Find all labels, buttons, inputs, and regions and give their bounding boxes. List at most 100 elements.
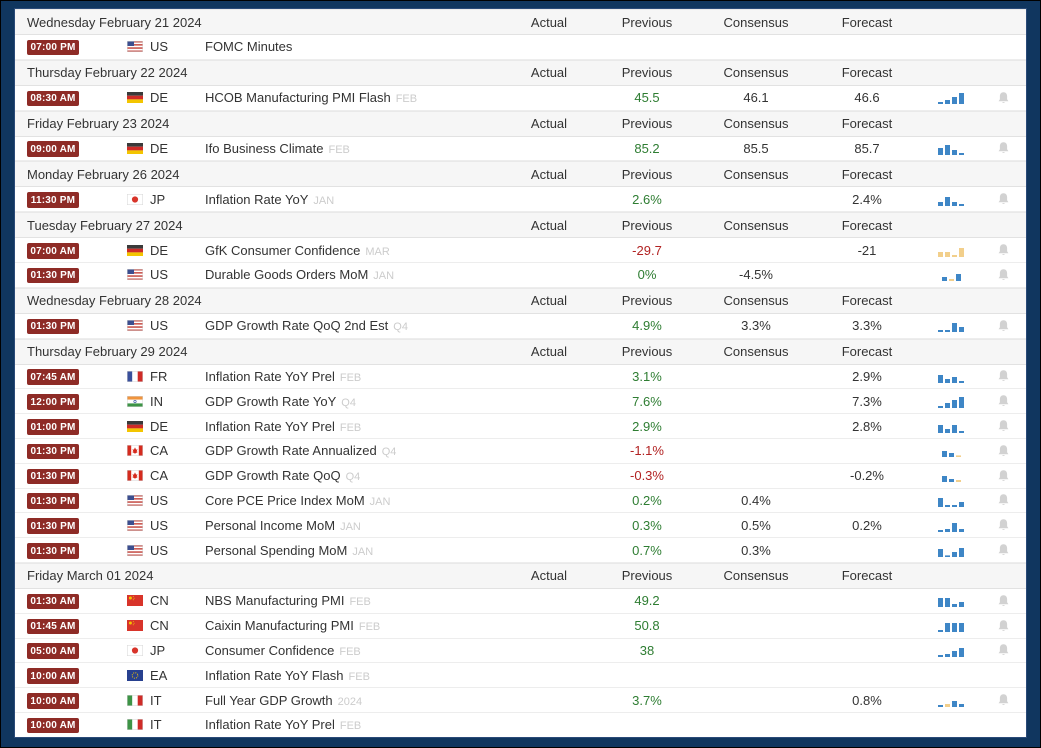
event-name[interactable]: Inflation Rate YoY Prel <box>205 717 335 733</box>
bell-icon[interactable] <box>997 268 1010 282</box>
event-name[interactable]: Personal Spending MoM <box>205 542 348 558</box>
event-row[interactable]: 01:00 PM DE Inflation Rate YoY Prel FEB 2… <box>15 414 1026 439</box>
country-cell[interactable]: IT <box>127 693 203 708</box>
mini-bar-chart-icon[interactable] <box>938 370 964 383</box>
event-row[interactable]: 05:00 AM JP Consumer Confidence FEB 38 <box>15 638 1026 664</box>
bell-icon[interactable] <box>997 141 1010 155</box>
mini-bar-chart-icon[interactable] <box>938 319 964 333</box>
event-row[interactable]: 09:00 AM DE Ifo Business Climate FEB 85.2… <box>15 136 1026 162</box>
event-row[interactable]: 11:30 PM JP Inflation Rate YoY JAN 2.6% 2… <box>15 187 1026 213</box>
country-cell[interactable]: DE <box>127 141 203 156</box>
bell-icon[interactable] <box>997 469 1010 483</box>
bell-icon[interactable] <box>997 518 1010 532</box>
country-cell[interactable]: CA <box>127 468 203 483</box>
event-name[interactable]: HCOB Manufacturing PMI Flash <box>205 90 391 106</box>
event-name[interactable]: GDP Growth Rate Annualized <box>205 443 377 459</box>
event-row[interactable]: 07:45 AM FR Inflation Rate YoY Prel FEB 3… <box>15 364 1026 390</box>
event-name[interactable]: Durable Goods Orders MoM <box>205 267 369 283</box>
event-name[interactable]: Personal Income MoM <box>205 517 336 533</box>
country-cell[interactable]: US <box>127 543 203 558</box>
mini-bar-chart-icon[interactable] <box>938 644 964 657</box>
event-row[interactable]: 01:30 PM US Personal Income MoM JAN 0.3% … <box>15 513 1026 539</box>
mini-bar-chart-icon[interactable] <box>938 193 964 206</box>
mini-bar-chart-icon[interactable] <box>941 469 961 483</box>
mini-bar-chart-icon[interactable] <box>938 91 964 105</box>
time-badge: 01:00 PM <box>27 419 79 435</box>
event-name[interactable]: Full Year GDP Growth <box>205 692 333 708</box>
event-row[interactable]: 01:30 AM CN NBS Manufacturing PMI FEB 49.… <box>15 588 1026 614</box>
country-cell[interactable]: US <box>127 518 203 533</box>
bell-icon[interactable] <box>997 594 1010 608</box>
event-row[interactable]: 10:00 AM IT Full Year GDP Growth 2024 3.7… <box>15 688 1026 713</box>
event-name[interactable]: GfK Consumer Confidence <box>205 242 361 258</box>
bell-icon[interactable] <box>997 319 1010 333</box>
event-name[interactable]: GDP Growth Rate QoQ <box>205 468 341 484</box>
country-cell[interactable]: US <box>127 267 203 282</box>
event-name[interactable]: Inflation Rate YoY Flash <box>205 667 344 683</box>
event-row[interactable]: 01:30 PM CA GDP Growth Rate QoQ Q4 -0.3% … <box>15 463 1026 489</box>
event-name[interactable]: Consumer Confidence <box>205 642 335 658</box>
mini-bar-chart-icon[interactable] <box>938 142 964 155</box>
country-cell[interactable]: EA <box>127 668 203 683</box>
event-row[interactable]: 08:30 AM DE HCOB Manufacturing PMI Flash… <box>15 85 1026 111</box>
event-row[interactable]: 12:00 PM IN GDP Growth Rate YoY Q4 7.6% 7… <box>15 389 1026 415</box>
country-cell[interactable]: DE <box>127 419 203 434</box>
event-row[interactable]: 07:00 AM DE GfK Consumer Confidence MAR -… <box>15 238 1026 263</box>
country-cell[interactable]: JP <box>127 192 203 207</box>
bell-icon[interactable] <box>997 243 1010 257</box>
mini-bar-chart-icon[interactable] <box>941 444 961 458</box>
event-row[interactable]: 10:00 AM EA Inflation Rate YoY Flash FEB <box>15 663 1026 689</box>
event-row[interactable]: 01:30 PM US Personal Spending MoM JAN 0.7… <box>15 538 1026 563</box>
country-cell[interactable]: CA <box>127 443 203 458</box>
bell-icon[interactable] <box>997 643 1010 657</box>
mini-bar-chart-icon[interactable] <box>938 494 964 507</box>
mini-bar-chart-icon[interactable] <box>938 694 964 707</box>
bell-icon[interactable] <box>997 543 1010 557</box>
mini-bar-chart-icon[interactable] <box>938 395 964 408</box>
event-name[interactable]: Inflation Rate YoY Prel <box>205 418 335 434</box>
event-row[interactable]: 01:30 PM US Durable Goods Orders MoM JAN … <box>15 262 1026 288</box>
country-cell[interactable]: US <box>127 493 203 508</box>
mini-bar-chart-icon[interactable] <box>938 420 964 433</box>
bell-icon[interactable] <box>997 619 1010 633</box>
bell-icon[interactable] <box>997 369 1010 383</box>
mini-bar-chart-icon[interactable] <box>938 619 964 633</box>
country-cell[interactable]: JP <box>127 643 203 658</box>
bell-icon[interactable] <box>997 91 1010 105</box>
country-cell[interactable]: IN <box>127 394 203 409</box>
event-name[interactable]: GDP Growth Rate QoQ 2nd Est <box>205 318 389 334</box>
country-cell[interactable]: CN <box>127 618 203 633</box>
mini-bar-chart-icon[interactable] <box>938 594 964 608</box>
event-row[interactable]: 01:45 AM CN Caixin Manufacturing PMI FEB … <box>15 613 1026 639</box>
country-cell[interactable]: FR <box>127 369 203 384</box>
event-row[interactable]: 01:30 PM CA GDP Growth Rate Annualized Q4… <box>15 438 1026 464</box>
event-name[interactable]: Inflation Rate YoY Prel <box>205 368 335 384</box>
event-row[interactable]: 01:30 PM US GDP Growth Rate QoQ 2nd Est Q… <box>15 313 1026 339</box>
mini-bar-chart-icon[interactable] <box>941 268 961 282</box>
country-cell[interactable]: IT <box>127 717 203 732</box>
country-cell[interactable]: US <box>127 318 203 333</box>
mini-bar-chart-icon[interactable] <box>938 244 964 257</box>
event-name[interactable]: FOMC Minutes <box>205 39 293 55</box>
country-cell[interactable]: CN <box>127 593 203 608</box>
country-cell[interactable]: DE <box>127 243 203 258</box>
event-name[interactable]: NBS Manufacturing PMI <box>205 593 345 609</box>
mini-bar-chart-icon[interactable] <box>938 519 964 532</box>
event-name[interactable]: Inflation Rate YoY <box>205 191 309 207</box>
country-cell[interactable]: DE <box>127 90 203 105</box>
event-row[interactable]: 01:30 PM US Core PCE Price Index MoM JAN … <box>15 488 1026 514</box>
bell-icon[interactable] <box>997 444 1010 458</box>
event-name[interactable]: Caixin Manufacturing PMI <box>205 618 354 634</box>
bell-icon[interactable] <box>997 693 1010 707</box>
event-name[interactable]: Core PCE Price Index MoM <box>205 492 365 508</box>
event-name[interactable]: Ifo Business Climate <box>205 140 324 156</box>
bell-icon[interactable] <box>997 419 1010 433</box>
bell-icon[interactable] <box>997 394 1010 408</box>
event-name[interactable]: GDP Growth Rate YoY <box>205 393 337 409</box>
country-cell[interactable]: US <box>127 39 203 54</box>
bell-icon[interactable] <box>997 493 1010 507</box>
event-row[interactable]: 10:00 AM IT Inflation Rate YoY Prel FEB <box>15 712 1026 737</box>
mini-bar-chart-icon[interactable] <box>938 544 964 557</box>
bell-icon[interactable] <box>997 192 1010 206</box>
event-row[interactable]: 07:00 PM US FOMC Minutes <box>15 35 1026 60</box>
